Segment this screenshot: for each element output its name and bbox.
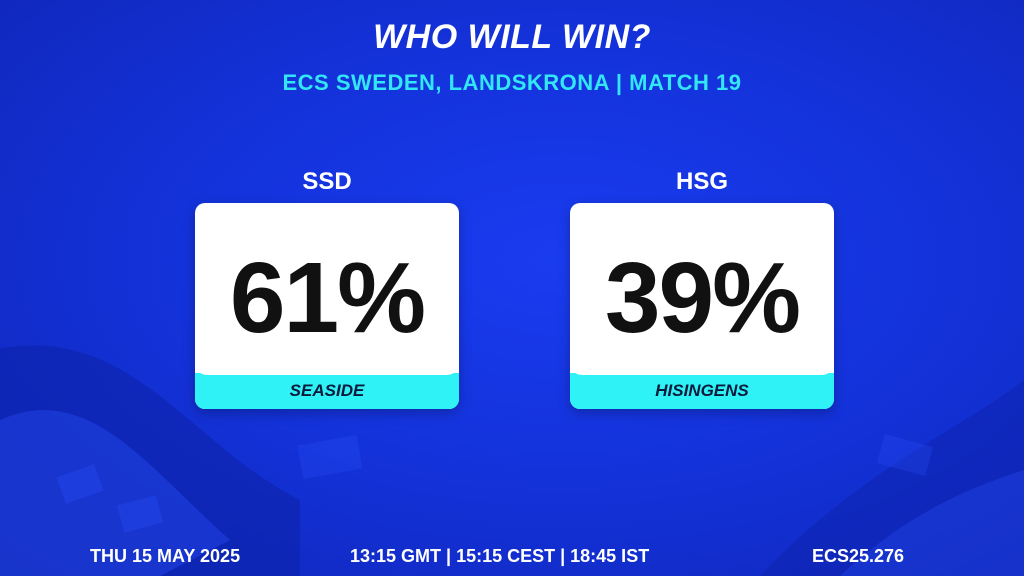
team-card-hsg[interactable]: 39% HISINGENS: [570, 203, 834, 409]
team-card-ssd[interactable]: 61% SEASIDE: [195, 203, 459, 409]
match-code: ECS25.276: [812, 546, 905, 566]
team-name-hsg: HISINGENS: [655, 381, 749, 400]
match-times: 13:15 GMT | 15:15 CEST | 18:45 IST: [350, 546, 650, 566]
team-name-bar-ssd: SEASIDE: [195, 361, 459, 409]
team-code-hsg: HSG: [675, 168, 728, 195]
match-date: THU 15 MAY 2025: [90, 546, 241, 566]
match-subtitle: ECS SWEDEN, LANDSKRONA | MATCH 19: [282, 70, 742, 95]
win-percentage-ssd: 61%: [229, 241, 426, 354]
team-code-ssd: SSD: [302, 168, 352, 195]
team-name-ssd: SEASIDE: [289, 381, 365, 400]
page-title: WHO WILL WIN?: [373, 18, 651, 56]
team-name-bar-hsg: HISINGENS: [570, 361, 834, 409]
win-percentage-hsg: 39%: [604, 241, 801, 354]
